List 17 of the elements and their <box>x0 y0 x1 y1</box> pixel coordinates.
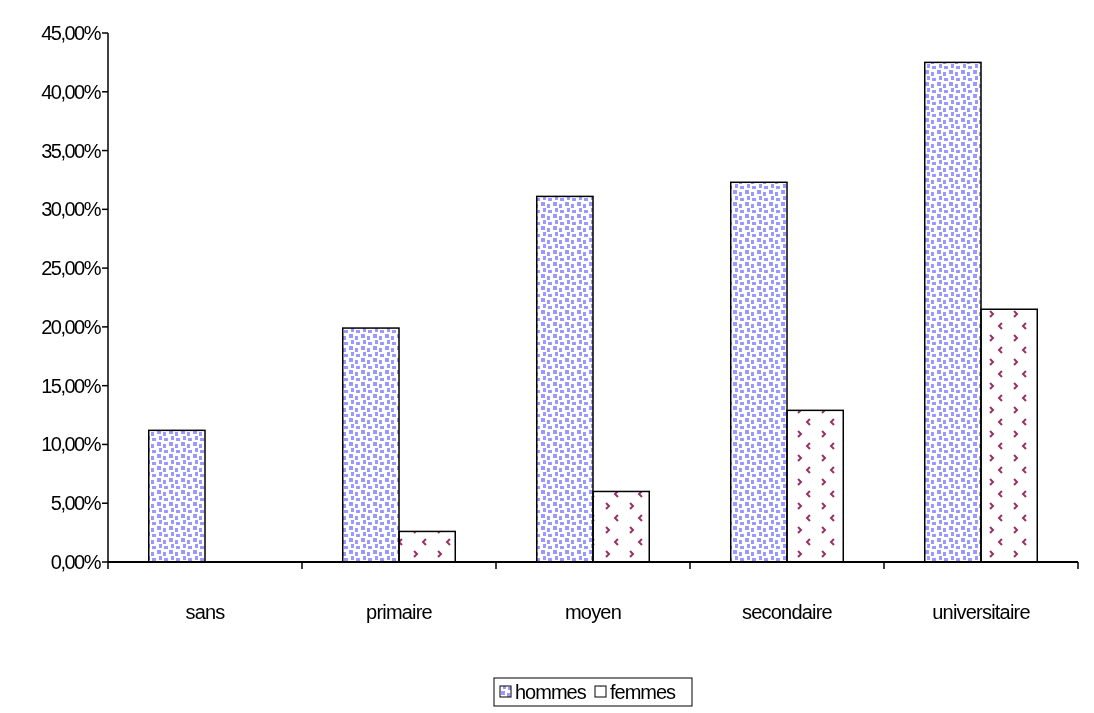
legend-label: hommes <box>515 681 587 703</box>
y-tick-label: 20,00% <box>41 315 102 338</box>
y-tick-label: 0,00% <box>50 551 102 573</box>
y-tick-label: 5,00% <box>50 492 102 515</box>
y-tick-label: 35,00% <box>41 139 102 162</box>
x-tick-label: universitaire <box>932 601 1031 623</box>
y-tick-label: 25,00% <box>41 257 102 280</box>
y-tick-label: 45,00% <box>41 22 102 44</box>
x-tick-label: sans <box>185 601 226 623</box>
y-tick-label: 15,00% <box>41 374 102 397</box>
y-tick-label: 30,00% <box>41 198 102 221</box>
legend-label: femmes <box>610 681 677 703</box>
y-tick-label: 40,00% <box>41 80 102 103</box>
y-tick-label: 10,00% <box>41 433 102 456</box>
x-tick-label: moyen <box>564 601 622 623</box>
x-tick-label: primaire <box>366 601 433 623</box>
x-tick-label: secondaire <box>742 601 833 623</box>
